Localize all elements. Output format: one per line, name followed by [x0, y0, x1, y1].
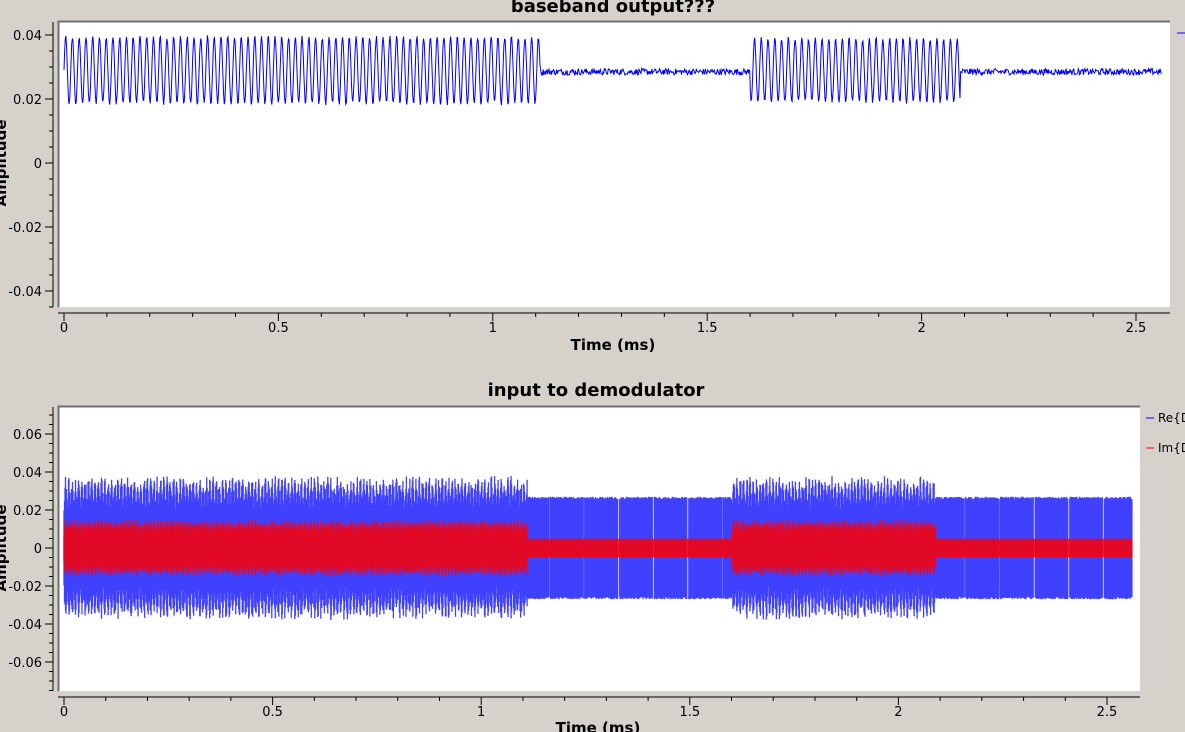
- series-group: [63, 34, 1162, 107]
- y-tick-label: -0.02: [8, 580, 42, 595]
- y-axis-label: Amplitude: [0, 504, 10, 591]
- series-line-im: [63, 519, 1133, 577]
- x-tick-label: 0.5: [262, 705, 283, 720]
- x-tick-label: 2.5: [1126, 321, 1147, 336]
- x-tick-label: 1.5: [679, 705, 700, 720]
- y-tick-label: -0.04: [8, 618, 42, 633]
- y-tick-label: -0.06: [8, 656, 42, 671]
- plot-title: baseband output???: [511, 0, 715, 17]
- series-group: [63, 475, 1133, 621]
- y-tick-label: 0.04: [13, 466, 42, 481]
- plot-input-to-demodulator: input to demodulator Time (ms) Amplitude…: [0, 380, 1185, 732]
- x-axis: 0 0.5 1 1.5 2 2.5: [58, 312, 1170, 336]
- x-tick-label: 1: [477, 705, 485, 720]
- legend-item-im[interactable]: Im{D: [1146, 441, 1185, 455]
- legend-label-re: Re{D: [1158, 411, 1185, 425]
- canvas-frame: [57, 20, 1170, 307]
- y-tick-label: 0: [34, 542, 42, 557]
- y-tick-label: -0.02: [8, 221, 42, 236]
- y-axis-label: Amplitude: [0, 119, 10, 206]
- x-axis-label: Time (ms): [556, 719, 641, 732]
- x-tick-label: 2: [917, 321, 925, 336]
- y-tick-label: 0.06: [13, 428, 42, 443]
- y-tick-label: 0.02: [13, 504, 42, 519]
- x-tick-label: 1: [489, 321, 497, 336]
- x-tick-label: 0.5: [268, 321, 289, 336]
- legend-label-im: Im{D: [1158, 441, 1185, 455]
- x-axis-label: Time (ms): [571, 336, 656, 354]
- x-tick-label: 2: [894, 705, 902, 720]
- plot-baseband-output: baseband output??? Time (ms) Amplitude 0…: [0, 0, 1185, 354]
- y-tick-label: 0.02: [13, 93, 42, 108]
- x-axis: 0 0.5 1 1.5 2 2.5: [58, 696, 1140, 720]
- x-tick-label: 2.5: [1097, 705, 1118, 720]
- plot-title: input to demodulator: [488, 380, 705, 401]
- y-tick-label: 0: [34, 157, 42, 172]
- y-tick-label: -0.04: [8, 285, 42, 300]
- x-tick-label: 1.5: [697, 321, 718, 336]
- y-axis: 0.06 0.04 0.02 0 -0.02 -0.04 -0.06: [8, 407, 54, 691]
- series-line-baseband: [63, 34, 1162, 107]
- y-tick-label: 0.04: [13, 29, 42, 44]
- plot-canvas[interactable]: [58, 21, 1170, 307]
- x-tick-label: 0: [60, 705, 68, 720]
- legend-item-re[interactable]: Re{D: [1146, 411, 1185, 425]
- canvas-frame: [57, 405, 1140, 691]
- x-tick-label: 0: [60, 321, 68, 336]
- y-axis: 0.04 0.02 0 -0.02 -0.04: [8, 22, 54, 308]
